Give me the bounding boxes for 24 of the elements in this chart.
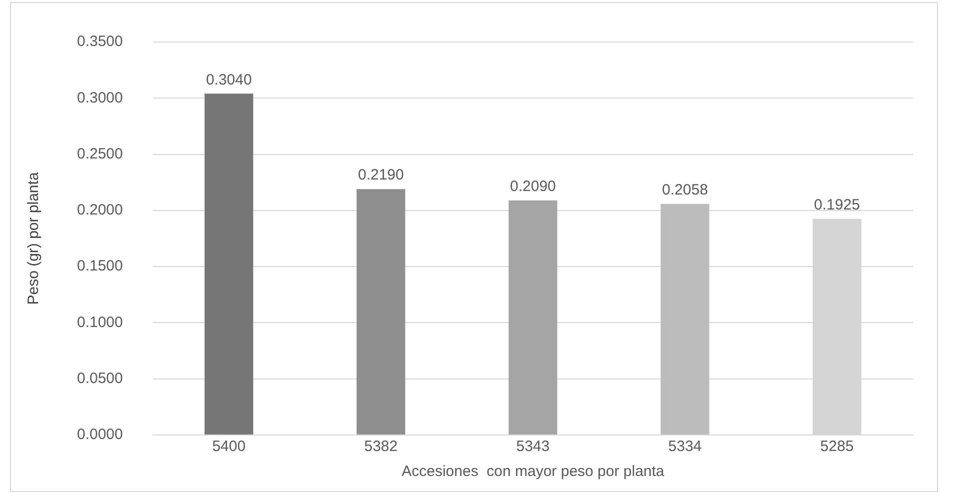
y-axis-title: Peso (gr) por planta xyxy=(25,172,42,305)
bar xyxy=(508,200,558,434)
y-tick-label: 0.1500 xyxy=(76,258,123,275)
y-tick-label: 0.3500 xyxy=(76,33,123,50)
data-label: 0.2190 xyxy=(358,166,404,184)
bar xyxy=(204,94,254,434)
y-tick-label: 0.3000 xyxy=(76,89,123,106)
x-tick-label: 5334 xyxy=(668,438,702,456)
data-label: 0.1925 xyxy=(814,196,860,214)
y-tick-label: 0.1000 xyxy=(76,314,123,331)
bar xyxy=(356,189,406,434)
x-tick-label: 5285 xyxy=(820,438,854,456)
x-tick-label: 5343 xyxy=(516,438,550,456)
y-tick-label: 0.0000 xyxy=(76,426,123,444)
data-label: 0.2058 xyxy=(662,182,708,199)
y-tick-label: 0.0500 xyxy=(76,370,123,387)
y-tick-label: 0.2500 xyxy=(76,145,123,162)
x-axis-title: Accesiones con mayor peso por planta xyxy=(402,463,665,480)
x-tick-label: 5400 xyxy=(212,438,246,456)
y-tick-label: 0.2000 xyxy=(76,202,123,219)
data-label: 0.2090 xyxy=(510,178,556,195)
x-tick-label: 5382 xyxy=(364,438,398,456)
data-label: 0.3040 xyxy=(206,71,252,88)
bar xyxy=(660,204,710,434)
